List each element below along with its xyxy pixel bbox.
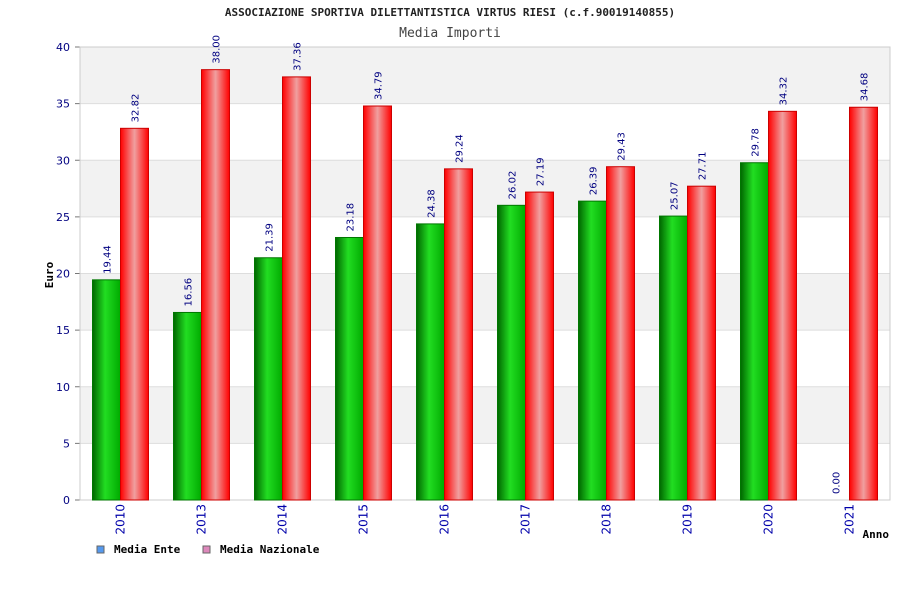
data-label: 37.36: [293, 42, 304, 71]
data-label: 26.39: [589, 166, 600, 195]
y-tick-label: 5: [63, 437, 70, 450]
bar: [444, 168, 473, 501]
y-tick-label: 30: [56, 154, 70, 167]
data-label: 0.00: [832, 472, 843, 494]
legend-swatch-media-ente: [96, 545, 105, 554]
data-label: 27.19: [536, 157, 547, 186]
y-tick-label: 15: [56, 324, 70, 337]
bar: [282, 76, 311, 501]
data-label: 29.24: [455, 134, 466, 163]
data-label: 34.32: [779, 77, 790, 106]
bar: [363, 105, 392, 501]
x-tick-label: 2016: [438, 504, 452, 535]
y-axis-title: Euro: [43, 261, 56, 288]
data-label: 32.82: [131, 94, 142, 123]
bar: [849, 106, 878, 501]
x-tick-label: 2020: [762, 504, 776, 535]
bar: [92, 279, 121, 501]
data-label: 26.02: [508, 171, 519, 200]
y-tick-label: 25: [56, 211, 70, 224]
chart-subtitle: Media Importi: [399, 26, 501, 41]
chart-title: ASSOCIAZIONE SPORTIVA DILETTANTISTICA VI…: [225, 6, 675, 19]
bar: [201, 69, 230, 501]
x-axis-title: Anno: [863, 528, 890, 541]
x-tick-label: 2014: [276, 504, 290, 535]
data-label: 29.43: [617, 132, 628, 161]
x-tick-label: 2010: [114, 504, 128, 535]
data-label: 29.78: [751, 128, 762, 157]
bar: [578, 200, 607, 501]
x-tick-label: 2018: [600, 504, 614, 535]
y-tick-label: 10: [56, 381, 70, 394]
legend-label-media-nazionale: Media Nazionale: [220, 543, 320, 556]
bar: [254, 257, 283, 501]
plot-frame: [79, 46, 891, 501]
x-tick-label: 2019: [681, 504, 695, 535]
bar: [606, 166, 635, 501]
data-label: 27.71: [698, 152, 709, 181]
data-label: 34.79: [374, 71, 385, 100]
data-label: 19.44: [103, 245, 114, 274]
y-tick-label: 35: [56, 98, 70, 111]
bar: [173, 311, 202, 501]
bar: [740, 162, 769, 501]
data-label: 34.68: [860, 73, 871, 102]
bar: [525, 191, 554, 501]
bar: [497, 204, 526, 501]
bar: [416, 223, 445, 501]
data-label: 23.18: [346, 203, 357, 232]
y-tick-label: 0: [63, 494, 70, 507]
y-tick-label: 40: [56, 41, 70, 54]
legend-label-media-ente: Media Ente: [114, 543, 181, 556]
data-label: 16.56: [184, 278, 195, 307]
x-tick-label: 2021: [843, 504, 857, 535]
plot-area: 0 5 10 15 20 25 30 35 40 19.44 32.82 2010 16.56 38.00…: [56, 35, 891, 535]
data-label: 25.07: [670, 181, 681, 210]
bar: [768, 110, 797, 501]
data-label: 21.39: [265, 223, 276, 252]
x-tick-label: 2017: [519, 504, 533, 535]
data-label: 24.38: [427, 189, 438, 218]
x-tick-label: 2013: [195, 504, 209, 535]
legend-swatch-media-nazionale: [202, 545, 211, 554]
bar: [335, 236, 364, 501]
bar: [659, 215, 688, 501]
y-tick-label: 20: [56, 268, 70, 281]
data-label: 38.00: [212, 35, 223, 64]
bar: [120, 127, 149, 501]
legend: Media Ente Media Nazionale: [96, 543, 320, 556]
x-tick-label: 2015: [357, 504, 371, 535]
bar: [687, 185, 716, 501]
